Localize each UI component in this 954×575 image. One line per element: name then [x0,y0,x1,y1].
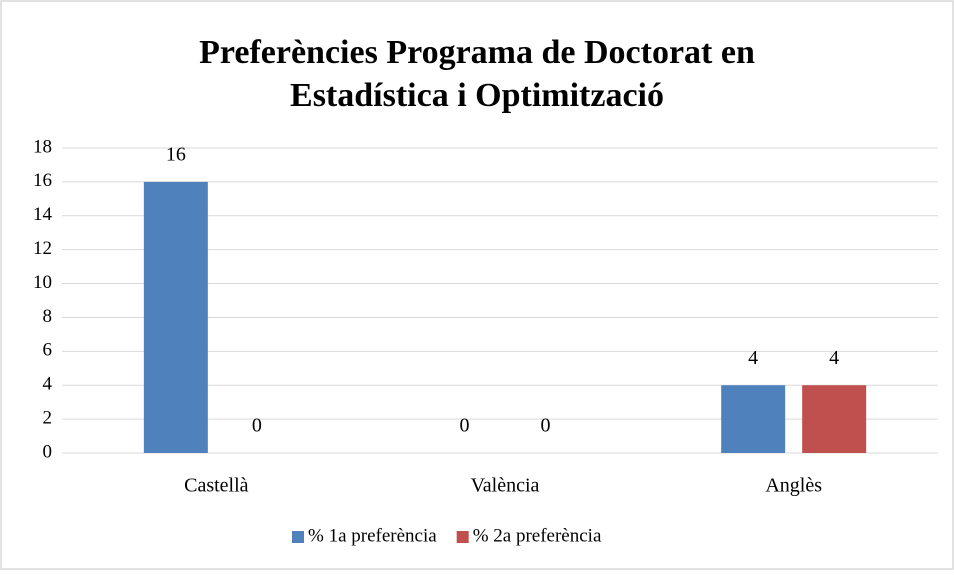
y-tick-label: 8 [43,306,53,327]
y-tick-label: 2 [43,407,53,428]
data-label: 0 [252,415,262,437]
y-tick-label: 14 [33,204,53,225]
data-label: 4 [748,347,758,369]
bar [802,385,867,453]
y-tick-label: 12 [33,238,52,259]
x-tick-label: València [471,475,540,497]
y-tick-label: 18 [33,136,52,157]
x-tick-label: Anglès [765,475,822,497]
y-tick-label: 0 [43,441,53,462]
data-label: 16 [166,143,186,165]
y-tick-label: 10 [33,272,52,293]
y-tick-label: 16 [33,170,52,191]
chart-title: Estadística i Optimització [290,77,664,114]
data-label: 0 [460,415,470,437]
chart-title: Preferències Programa de Doctorat en [199,34,755,71]
legend-label: % 1a preferència [308,525,437,546]
legend-swatch [292,531,304,543]
x-tick-label: Castellà [184,475,249,497]
data-label: 0 [541,415,551,437]
legend-label: % 2a preferència [473,525,602,546]
bar [143,181,208,453]
y-tick-label: 6 [43,340,53,361]
legend-swatch [456,531,469,543]
bar [721,385,786,453]
y-tick-label: 4 [43,374,53,395]
data-label: 4 [829,347,839,369]
